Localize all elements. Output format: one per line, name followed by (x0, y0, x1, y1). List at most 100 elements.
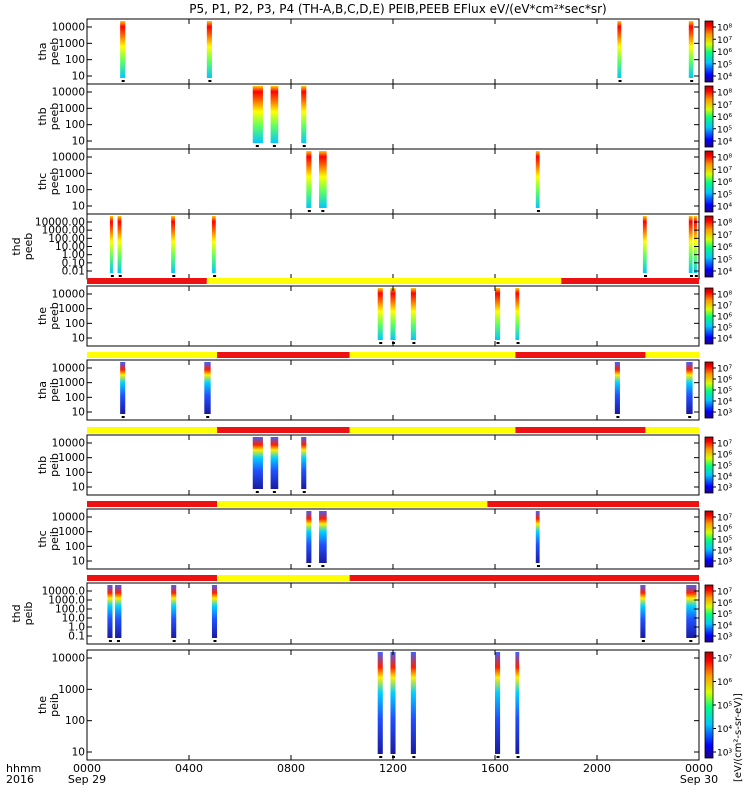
burst-marker (172, 275, 176, 277)
y-tick-label: 100 (65, 392, 85, 404)
y-tick-label: 10000 (52, 152, 85, 164)
plot-frame (86, 83, 700, 150)
spectrogram-burst (390, 288, 396, 340)
colorbar-tick-label: 10⁶ (717, 599, 732, 609)
mode-bar-segment (349, 352, 516, 358)
colorbar (704, 287, 714, 345)
spectrogram-burst (306, 511, 312, 563)
y-tick-label: 0.10 (62, 257, 85, 269)
colorbar-tick-label: 10⁴ (717, 268, 732, 278)
colorbar (704, 150, 714, 213)
burst-marker (110, 275, 114, 277)
colorbar-units-label: [eV/(cm²-s-sr-eV)] (733, 693, 744, 782)
mode-bar-segment (206, 278, 562, 284)
time-tick-label: 1600 (481, 762, 509, 775)
panel-instrument-label: peib (48, 378, 61, 402)
mode-bar-segment (487, 501, 699, 507)
spectrogram-burst (306, 151, 312, 208)
y-tick-label: 100 (65, 715, 85, 727)
y-tick-label: 10000 (52, 363, 85, 375)
colorbar-tick-label: 10⁸ (717, 89, 732, 99)
burst-marker (688, 416, 692, 418)
colorbar-tick-label: 10⁷ (717, 231, 732, 241)
panel-instrument-label: peib (22, 602, 35, 626)
colorbar-tick-label: 10⁷ (717, 36, 732, 46)
y-tick-label: 10000.00 (35, 217, 85, 229)
y-tick-label: 1000 (58, 103, 85, 115)
time-tick-label: 0800 (277, 762, 305, 775)
burst-marker (412, 342, 416, 344)
y-tick-label: 10.00 (55, 241, 85, 253)
colorbar (704, 651, 714, 759)
panel-instrument-label: peeb (48, 302, 61, 330)
colorbar-tick-label: 10⁷ (717, 588, 732, 598)
colorbar-tick-label: 10³ (717, 749, 732, 759)
panel-instrument-label: peeb (48, 168, 61, 196)
y-tick-label: 10 (72, 407, 85, 419)
panel-probe-label: tha (36, 42, 49, 60)
y-tick-label: 10000 (52, 438, 85, 450)
mode-bar-segment (87, 427, 218, 433)
panel-probe-label: thc (36, 173, 49, 190)
burst-marker (412, 756, 416, 758)
spectrogram-burst (377, 288, 383, 340)
colorbar-tick-label: 10⁷ (717, 440, 732, 450)
burst-marker (379, 342, 383, 344)
y-tick-label: 10 (72, 71, 85, 83)
burst-marker (118, 275, 122, 277)
colorbar-tick-label: 10⁴ (717, 725, 732, 735)
mode-bar-segment (645, 352, 699, 358)
colorbar-tick-label: 10⁵ (717, 536, 732, 546)
spectrogram-burst (410, 652, 416, 754)
spectrogram-burst (688, 216, 693, 273)
y-tick-label: 1000 (58, 684, 85, 696)
colorbar-tick-label: 10⁶ (717, 525, 732, 535)
date-tick-label: Sep 30 (680, 773, 718, 786)
y-tick-label: 10 (72, 136, 85, 148)
mode-bar-segment (217, 575, 350, 581)
y-tick-label: 1000 (58, 38, 85, 50)
colorbar-tick-label: 10⁷ (717, 365, 732, 375)
colorbar-tick-label: 10⁵ (717, 190, 732, 200)
colorbar-tick-label: 10⁵ (717, 387, 732, 397)
mode-bar-segment (515, 352, 646, 358)
spectrogram-burst (270, 437, 279, 489)
y-tick-label: 10000 (52, 653, 85, 665)
spectrogram-burst (252, 437, 263, 489)
colorbar (704, 584, 714, 643)
burst-marker (689, 275, 693, 277)
burst-marker (694, 275, 698, 277)
burst-marker (321, 565, 325, 567)
colorbar (704, 20, 714, 83)
mode-bar-segment (217, 427, 350, 433)
colorbar-tick-label: 10⁶ (717, 313, 732, 323)
burst-marker (307, 210, 311, 212)
plot-frame (86, 359, 700, 421)
plot-frame (86, 213, 700, 280)
colorbar-tick-label: 10⁵ (717, 610, 732, 620)
colorbar (704, 215, 714, 278)
y-tick-label: 1000 (58, 452, 85, 464)
spectrogram-burst (109, 216, 113, 273)
spectrogram-burst (515, 288, 520, 340)
burst-marker (116, 640, 120, 642)
colorbar-tick-label: 10⁷ (717, 302, 732, 312)
y-tick-label: 100 (65, 467, 85, 479)
spectrogram-burst (614, 362, 620, 414)
mode-bar-segment (349, 575, 699, 581)
plot-frame (86, 18, 700, 85)
burst-marker (108, 640, 112, 642)
y-tick-label: 10000 (52, 22, 85, 34)
burst-marker (641, 640, 645, 642)
spectrogram-burst (617, 21, 622, 78)
y-tick-label: 1000 (58, 377, 85, 389)
colorbar-tick-label: 10⁷ (717, 101, 732, 111)
mode-bar-segment (217, 352, 350, 358)
spectrogram-burst (301, 86, 307, 143)
burst-marker (496, 756, 500, 758)
y-tick-label: 1000.0 (48, 595, 85, 607)
burst-marker (302, 491, 306, 493)
